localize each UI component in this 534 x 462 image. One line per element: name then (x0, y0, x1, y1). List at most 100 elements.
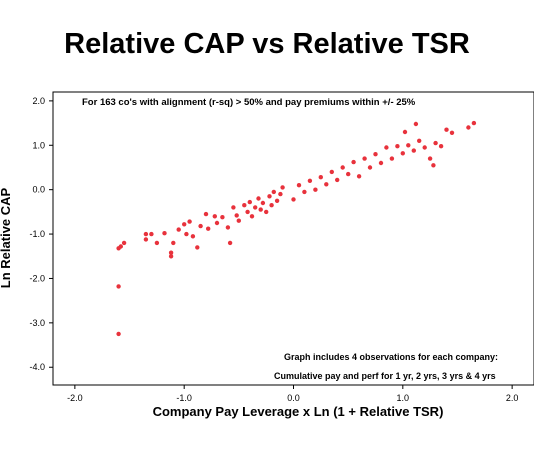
data-point (245, 209, 250, 215)
data-point (444, 127, 449, 132)
data-points (116, 120, 477, 337)
plot-frame (52, 91, 534, 386)
data-point (212, 214, 217, 219)
top-annotation: For 163 co's with alignment (r-sq) > 50%… (82, 97, 416, 108)
x-axis: -2.0 -1.0 0.0 1.0 2.0 (67, 385, 518, 403)
data-point (367, 165, 373, 170)
y-axis: 2.0 1.0 0.0 -1.0 -2.0 -3.0 -4.0 (29, 96, 53, 372)
data-point (313, 187, 318, 192)
data-point (471, 120, 477, 126)
data-point (402, 129, 408, 135)
data-point (466, 125, 471, 130)
data-point (422, 145, 427, 150)
data-point (225, 225, 231, 230)
x-tick-label: 1.0 (397, 393, 410, 403)
data-point (433, 140, 438, 146)
data-point (373, 152, 378, 157)
y-tick-label: -2.0 (29, 273, 45, 283)
data-point (231, 205, 236, 210)
data-point (395, 144, 400, 149)
y-tick-label: 2.0 (32, 96, 45, 106)
data-point (236, 218, 241, 223)
data-point (143, 237, 149, 242)
data-point (269, 203, 274, 208)
data-point (329, 169, 334, 175)
data-point (335, 177, 340, 183)
y-tick-label: -3.0 (29, 318, 45, 328)
data-point (206, 226, 211, 231)
data-point (203, 211, 209, 217)
data-point (187, 219, 192, 224)
data-point (227, 240, 233, 246)
x-tick-label: 0.0 (287, 393, 300, 403)
data-point (260, 200, 266, 206)
data-point (400, 151, 405, 156)
data-point (427, 156, 433, 161)
data-point (190, 234, 196, 239)
data-point (438, 144, 444, 149)
data-point (362, 156, 367, 161)
data-point (356, 174, 362, 179)
data-point (143, 231, 149, 237)
data-point (280, 185, 285, 190)
data-point (154, 240, 160, 246)
data-point (351, 159, 356, 165)
data-point (253, 205, 258, 210)
data-point (168, 254, 174, 259)
data-point (116, 331, 121, 337)
data-point (291, 197, 296, 202)
data-point (340, 165, 345, 170)
data-point (184, 231, 189, 237)
data-point (249, 214, 255, 219)
data-point (176, 227, 181, 232)
data-point (195, 245, 200, 250)
data-point (302, 189, 307, 195)
data-point (307, 178, 313, 183)
y-tick-label: -4.0 (29, 362, 45, 372)
x-tick-label: -1.0 (176, 393, 192, 403)
data-point (431, 163, 436, 168)
data-point (162, 231, 167, 236)
x-axis-label: Company Pay Leverage x Ln (1 + Relative … (153, 404, 444, 419)
x-tick-label: 2.0 (506, 393, 519, 403)
data-point (198, 223, 203, 229)
data-point (149, 231, 154, 237)
data-point (168, 250, 174, 255)
data-point (278, 191, 283, 197)
data-point (384, 145, 389, 150)
bottom-annotation-line1: Graph includes 4 observations for each c… (284, 352, 498, 362)
data-point (406, 143, 411, 148)
data-point (274, 198, 280, 203)
data-point (234, 213, 239, 218)
data-point (267, 194, 272, 199)
data-point (449, 130, 455, 135)
data-point (121, 240, 127, 246)
data-point (318, 175, 323, 180)
data-point (220, 215, 225, 220)
data-point (264, 209, 269, 215)
data-point (378, 160, 384, 166)
data-point (118, 244, 124, 249)
data-point (417, 138, 422, 143)
data-point (214, 220, 220, 226)
y-tick-label: 1.0 (32, 140, 45, 150)
data-point (413, 121, 419, 127)
x-tick-label: -2.0 (67, 393, 83, 403)
data-point (242, 203, 247, 208)
data-point (256, 196, 261, 201)
y-tick-label: -1.0 (29, 229, 45, 239)
y-axis-label: Ln Relative CAP (0, 187, 13, 288)
data-point (389, 156, 395, 161)
data-point (411, 148, 416, 153)
y-tick-label: 0.0 (32, 185, 45, 195)
chart-title: Relative CAP vs Relative TSR (64, 28, 470, 60)
data-point (247, 199, 252, 205)
data-point (324, 182, 329, 187)
data-point (346, 171, 351, 177)
data-point (182, 222, 187, 227)
data-point (116, 284, 121, 289)
data-point (258, 207, 263, 212)
data-point (171, 240, 176, 246)
data-point (296, 183, 302, 188)
